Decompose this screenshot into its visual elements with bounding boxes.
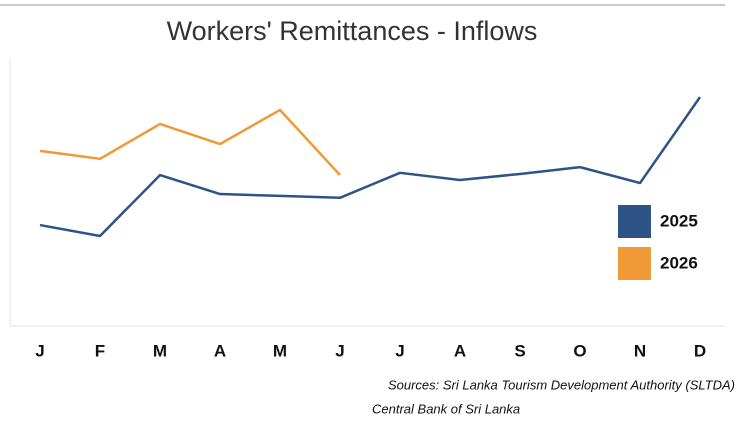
x-tick-label: N xyxy=(634,341,646,360)
x-tick-label: M xyxy=(273,341,287,360)
series-line xyxy=(39,96,702,238)
x-tick-label: M xyxy=(153,341,167,360)
x-tick-label: A xyxy=(214,341,226,360)
legend-label: 2026 xyxy=(660,253,698,272)
legend-swatch xyxy=(618,205,651,238)
x-tick-label: F xyxy=(95,341,105,360)
x-tick-label: J xyxy=(335,341,344,360)
source-note: Central Bank of Sri Lanka xyxy=(372,401,520,416)
source-note: Sources: Sri Lanka Tourism Development A… xyxy=(388,377,735,392)
x-tick-label: O xyxy=(573,341,586,360)
legend-swatch xyxy=(618,247,651,280)
legend-label: 2025 xyxy=(660,211,698,230)
x-tick-label: S xyxy=(514,341,525,360)
series-line xyxy=(39,108,341,176)
x-tick-label: A xyxy=(454,341,466,360)
chart-title: Workers' Remittances - Inflows xyxy=(167,16,538,46)
x-tick-label: D xyxy=(694,341,706,360)
x-tick-label: J xyxy=(395,341,404,360)
x-tick-label: J xyxy=(35,341,44,360)
